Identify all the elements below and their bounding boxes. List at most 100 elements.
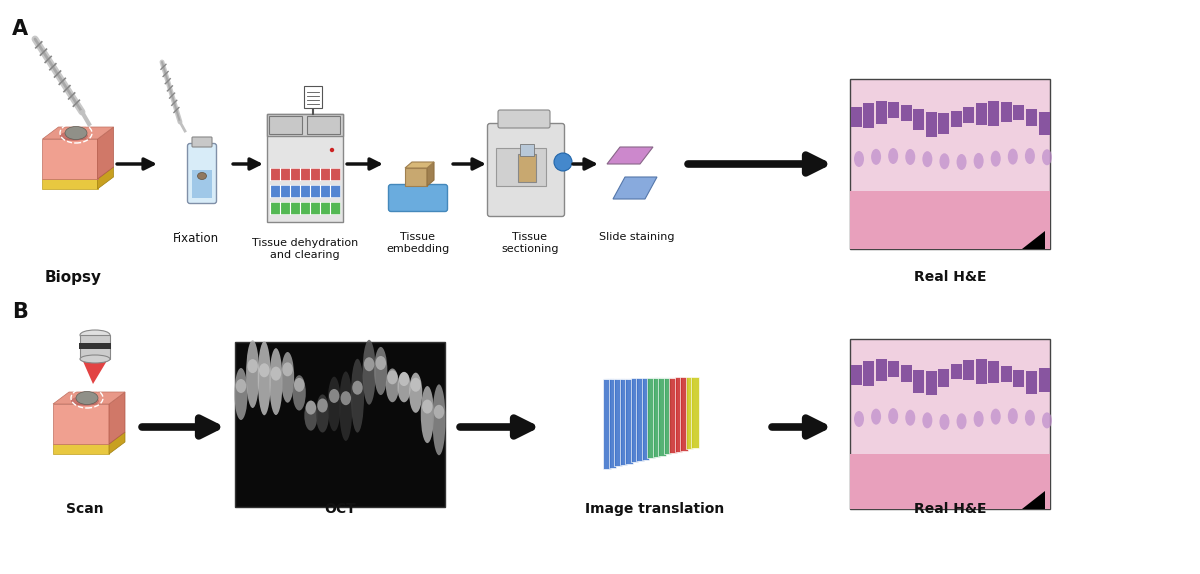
Bar	[876, 359, 887, 381]
Ellipse shape	[76, 391, 98, 405]
Ellipse shape	[410, 378, 421, 391]
Bar	[496, 148, 546, 186]
Bar	[619, 379, 628, 465]
Ellipse shape	[234, 368, 247, 420]
Ellipse shape	[888, 148, 898, 164]
Text: A: A	[12, 19, 28, 39]
Bar	[850, 454, 1050, 509]
Polygon shape	[53, 444, 109, 454]
Ellipse shape	[246, 340, 259, 408]
Ellipse shape	[398, 372, 409, 386]
Bar	[850, 191, 1050, 249]
Text: Real H&E: Real H&E	[913, 270, 986, 284]
Polygon shape	[613, 177, 658, 199]
Bar	[901, 105, 912, 121]
Bar	[636, 378, 643, 461]
Bar	[266, 114, 343, 222]
FancyBboxPatch shape	[192, 137, 212, 147]
Bar	[850, 339, 1050, 509]
Polygon shape	[406, 162, 434, 168]
Ellipse shape	[259, 363, 270, 377]
Ellipse shape	[294, 378, 305, 392]
Bar	[1026, 371, 1037, 394]
Ellipse shape	[65, 126, 88, 139]
Ellipse shape	[362, 340, 376, 405]
Ellipse shape	[306, 401, 316, 414]
Bar	[270, 202, 340, 214]
Text: Biopsy: Biopsy	[44, 270, 102, 285]
FancyBboxPatch shape	[498, 110, 550, 128]
Bar	[604, 379, 611, 469]
Bar	[925, 371, 937, 395]
Bar	[608, 379, 617, 468]
Bar	[614, 379, 622, 466]
Ellipse shape	[1042, 149, 1052, 165]
Bar	[307, 116, 340, 134]
Ellipse shape	[940, 414, 949, 430]
Ellipse shape	[386, 369, 398, 402]
Bar	[659, 378, 666, 456]
Ellipse shape	[376, 356, 386, 370]
Bar	[851, 365, 862, 385]
Bar	[80, 335, 110, 359]
Bar	[642, 378, 649, 460]
Ellipse shape	[374, 347, 388, 395]
Ellipse shape	[388, 370, 397, 385]
Polygon shape	[42, 179, 97, 189]
Bar	[938, 369, 949, 387]
Bar	[1038, 113, 1050, 135]
Text: Scan: Scan	[66, 502, 104, 516]
Bar	[863, 360, 874, 386]
Ellipse shape	[1008, 408, 1018, 424]
Polygon shape	[109, 392, 125, 444]
Bar	[938, 113, 949, 134]
Ellipse shape	[432, 385, 445, 455]
Polygon shape	[53, 392, 125, 404]
Bar	[876, 101, 887, 123]
Text: OCT: OCT	[324, 502, 356, 516]
Bar	[304, 86, 322, 108]
Bar	[964, 107, 974, 123]
Bar	[850, 79, 1050, 249]
Ellipse shape	[905, 149, 916, 165]
Ellipse shape	[269, 348, 282, 415]
Bar	[863, 103, 874, 128]
Ellipse shape	[305, 401, 318, 430]
Bar	[625, 378, 632, 464]
Bar	[1014, 105, 1025, 121]
Text: Slide staining: Slide staining	[599, 232, 674, 242]
Polygon shape	[1022, 231, 1045, 249]
Bar	[1038, 368, 1050, 393]
Ellipse shape	[973, 411, 984, 427]
Polygon shape	[427, 162, 434, 186]
Bar	[685, 377, 694, 449]
Bar	[1026, 109, 1037, 126]
Ellipse shape	[923, 151, 932, 167]
Ellipse shape	[397, 372, 410, 402]
Bar	[79, 343, 110, 349]
Ellipse shape	[888, 408, 898, 424]
Text: Tissue
embedding: Tissue embedding	[386, 232, 450, 254]
Bar	[664, 378, 671, 455]
Ellipse shape	[905, 410, 916, 426]
Bar	[674, 378, 683, 452]
Bar	[976, 359, 986, 384]
Ellipse shape	[1025, 410, 1034, 426]
Ellipse shape	[991, 150, 1001, 166]
Bar	[888, 102, 899, 118]
FancyBboxPatch shape	[187, 144, 216, 204]
Bar	[406, 168, 427, 186]
Polygon shape	[42, 139, 97, 179]
Bar	[270, 168, 340, 180]
Ellipse shape	[421, 386, 434, 443]
Bar	[888, 361, 899, 377]
Circle shape	[330, 148, 334, 152]
Text: Real H&E: Real H&E	[913, 502, 986, 516]
Bar	[950, 111, 961, 127]
Bar	[901, 365, 912, 382]
Ellipse shape	[316, 394, 329, 433]
Bar	[520, 144, 534, 156]
FancyBboxPatch shape	[389, 184, 448, 211]
Bar	[950, 364, 961, 379]
Ellipse shape	[956, 413, 966, 429]
